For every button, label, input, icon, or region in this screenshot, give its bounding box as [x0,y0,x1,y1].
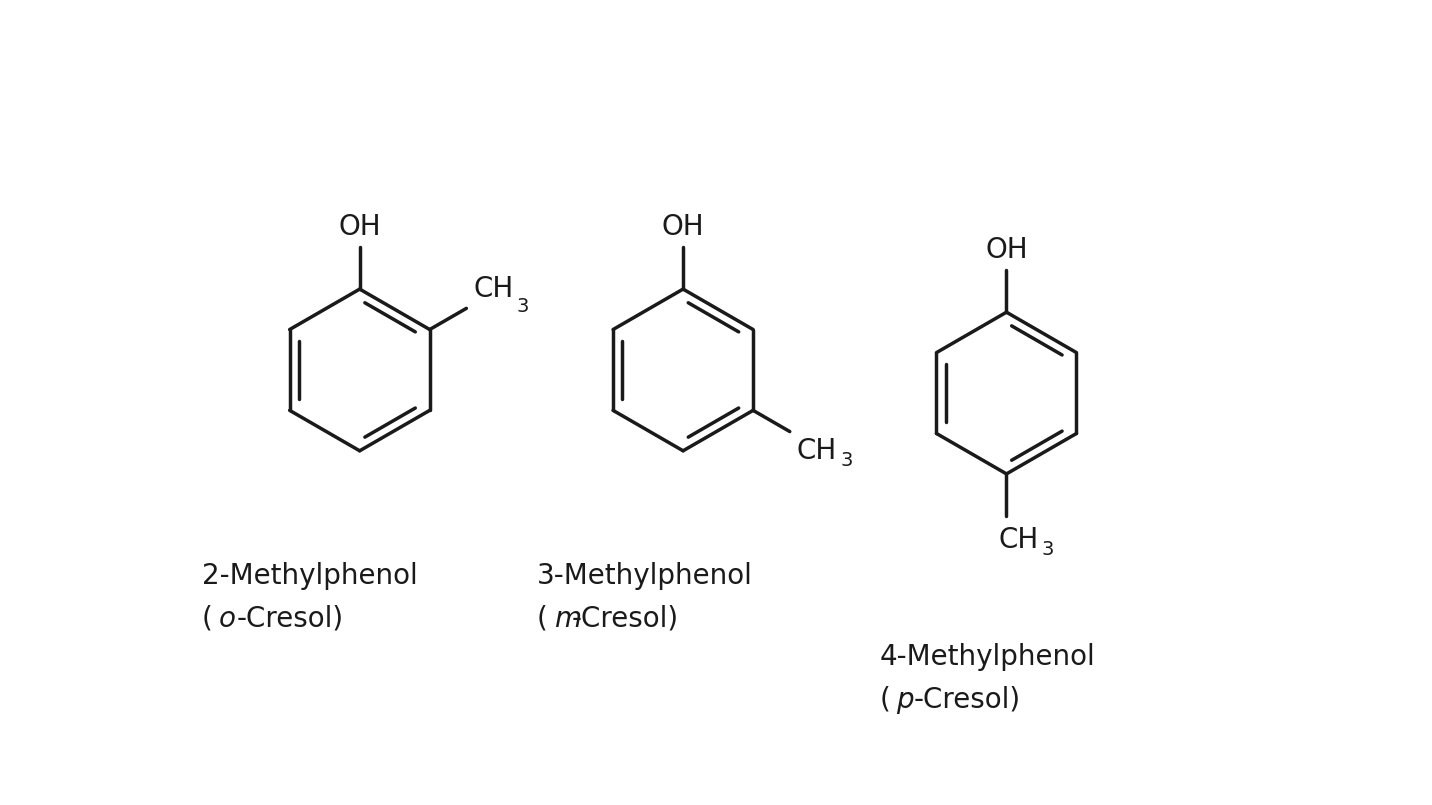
Text: m: m [554,605,581,633]
Text: 2-Methylphenol: 2-Methylphenol [202,563,418,590]
Text: p: p [896,686,914,714]
Text: 4-Methylphenol: 4-Methylphenol [879,643,1095,671]
Text: OH: OH [985,236,1028,264]
Text: CH: CH [798,437,838,465]
Text: -Cresol): -Cresol) [236,605,344,633]
Text: -Cresol): -Cresol) [914,686,1021,714]
Text: (: ( [537,605,547,633]
Text: (: ( [879,686,891,714]
Text: OH: OH [662,213,705,241]
Text: OH: OH [338,213,381,241]
Text: 3: 3 [1042,540,1054,559]
Text: o: o [219,605,236,633]
Text: CH: CH [474,275,514,303]
Text: 3: 3 [517,297,528,316]
Text: 3: 3 [841,451,852,470]
Text: CH: CH [998,526,1040,555]
Text: 3-Methylphenol: 3-Methylphenol [537,563,753,590]
Text: -Cresol): -Cresol) [571,605,679,633]
Text: (: ( [202,605,212,633]
